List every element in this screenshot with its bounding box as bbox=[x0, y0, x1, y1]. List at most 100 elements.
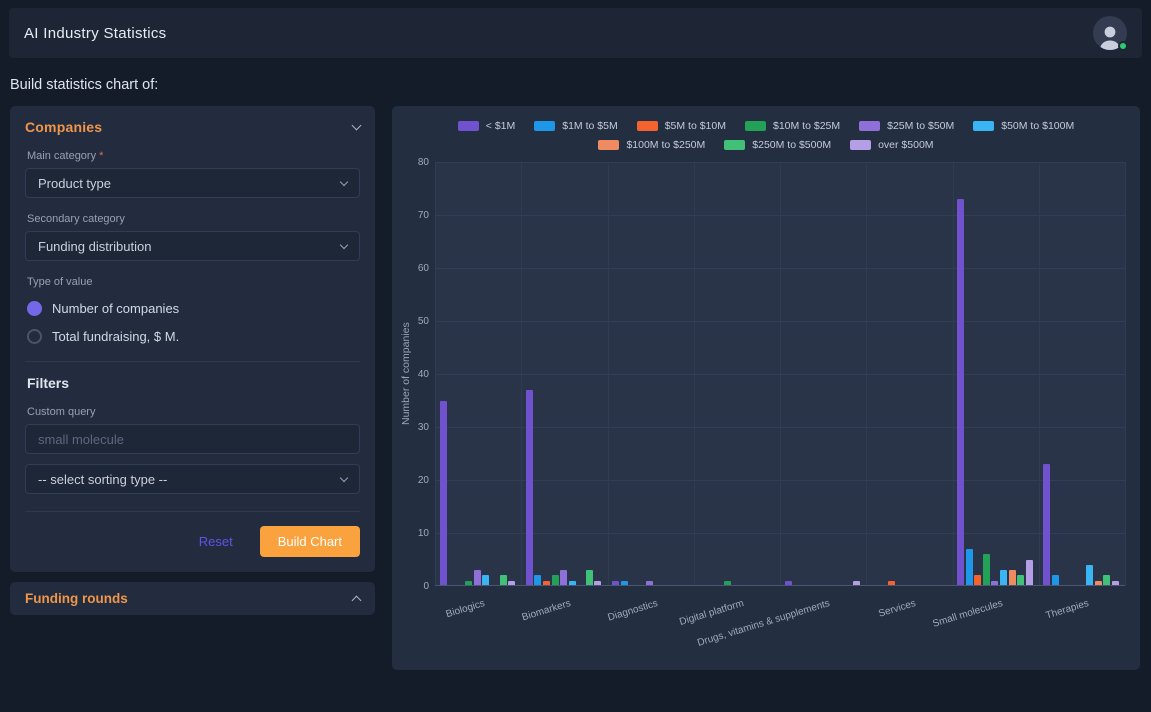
chart-bar[interactable] bbox=[465, 580, 473, 586]
legend-item[interactable]: $250M to $500M bbox=[724, 139, 831, 151]
legend-item[interactable]: $5M to $10M bbox=[636, 120, 726, 132]
chart-bar[interactable] bbox=[982, 554, 990, 586]
chart-bar[interactable] bbox=[594, 580, 602, 586]
legend-label: $250M to $500M bbox=[752, 139, 832, 151]
legend-item[interactable]: $1M to $5M bbox=[534, 120, 618, 132]
custom-query-label: Custom query bbox=[27, 406, 96, 418]
page-subtitle: Build statistics chart of: bbox=[10, 77, 159, 93]
app-header: AI Industry Statistics bbox=[9, 8, 1142, 58]
gridline bbox=[1038, 162, 1040, 586]
companies-panel-header[interactable]: Companies bbox=[25, 119, 362, 135]
funding-rounds-title: Funding rounds bbox=[25, 591, 128, 606]
legend-item[interactable]: $25M to $50M bbox=[859, 120, 954, 132]
gridline bbox=[693, 162, 695, 586]
y-tick-label: 50 bbox=[417, 316, 429, 327]
chart-bar[interactable] bbox=[551, 575, 559, 586]
radio-total-fundraising[interactable]: Total fundraising, $ M. bbox=[27, 329, 358, 344]
radio-label: Total fundraising, $ M. bbox=[52, 329, 180, 344]
chart-bar[interactable] bbox=[1017, 575, 1025, 586]
chart-bar[interactable] bbox=[499, 575, 507, 586]
secondary-category-label: Secondary category bbox=[27, 213, 125, 225]
legend-label: $25M to $50M bbox=[887, 120, 955, 132]
legend-item[interactable]: $100M to $250M bbox=[598, 139, 705, 151]
chart-bar[interactable] bbox=[646, 580, 654, 586]
chart-bar[interactable] bbox=[439, 400, 447, 586]
chart-bar[interactable] bbox=[585, 570, 593, 586]
secondary-category-select[interactable]: Funding distribution bbox=[25, 231, 360, 261]
required-asterisk: * bbox=[99, 150, 104, 162]
divider bbox=[25, 511, 360, 512]
chart-bar[interactable] bbox=[473, 570, 481, 586]
legend-swatch-icon bbox=[745, 121, 766, 131]
chart-bar[interactable] bbox=[560, 570, 568, 586]
chart-bar[interactable] bbox=[957, 199, 964, 586]
legend-label: over $500M bbox=[878, 139, 934, 151]
build-chart-button[interactable]: Build Chart bbox=[259, 526, 360, 557]
chart-bar[interactable] bbox=[1008, 570, 1016, 586]
y-tick-label: 70 bbox=[417, 210, 429, 221]
reset-button[interactable]: Reset bbox=[198, 534, 233, 549]
chart-bar[interactable] bbox=[482, 575, 490, 586]
y-tick-label: 80 bbox=[417, 157, 429, 168]
sorting-type-select[interactable]: -- select sorting type -- bbox=[25, 464, 360, 494]
chart-bar[interactable] bbox=[965, 548, 973, 586]
chart-panel: < $1M $1M to $5M $5M to $10M $10M to $25M $2… bbox=[392, 106, 1140, 670]
legend-item[interactable]: < $1M bbox=[457, 120, 516, 132]
chart-bar[interactable] bbox=[620, 580, 628, 586]
legend-swatch-icon bbox=[850, 140, 872, 150]
chevron-down-icon bbox=[351, 120, 362, 131]
chart-bar[interactable] bbox=[1103, 575, 1111, 586]
radio-selected-icon bbox=[27, 301, 42, 316]
main-category-select[interactable]: Product type bbox=[25, 168, 360, 198]
chart-bar[interactable] bbox=[508, 580, 516, 586]
legend-label: $10M to $25M bbox=[773, 120, 841, 132]
chart-bar[interactable] bbox=[534, 575, 542, 586]
user-avatar[interactable] bbox=[1093, 16, 1128, 51]
chart-bar[interactable] bbox=[542, 580, 550, 586]
chart-bar[interactable] bbox=[1086, 564, 1094, 586]
chart-bar[interactable] bbox=[612, 580, 619, 586]
chart-bar[interactable] bbox=[853, 580, 861, 586]
chart-bar[interactable] bbox=[1025, 559, 1033, 586]
chart-bar[interactable] bbox=[1094, 580, 1102, 586]
legend-label: $50M to $100M bbox=[1001, 120, 1075, 132]
chart-bar[interactable] bbox=[887, 580, 895, 586]
chart-bar[interactable] bbox=[1043, 464, 1051, 586]
chart-bar[interactable] bbox=[525, 389, 533, 586]
chart-bar[interactable] bbox=[991, 580, 999, 586]
legend-label: $1M to $5M bbox=[562, 120, 618, 132]
legend-item[interactable]: $50M to $100M bbox=[973, 120, 1074, 132]
legend-swatch-icon bbox=[636, 121, 658, 131]
legend-swatch-icon bbox=[859, 121, 881, 131]
y-tick-label: 10 bbox=[417, 528, 429, 539]
y-tick-label: 60 bbox=[417, 263, 429, 274]
chart-bar[interactable] bbox=[1051, 575, 1059, 586]
funding-rounds-panel[interactable]: Funding rounds bbox=[10, 582, 375, 615]
gridline bbox=[434, 162, 436, 586]
legend-swatch-icon bbox=[534, 121, 556, 131]
x-axis-line bbox=[435, 585, 1125, 586]
sorting-type-value: -- select sorting type -- bbox=[38, 471, 168, 487]
chart-bar[interactable] bbox=[974, 575, 982, 586]
chart-bar[interactable] bbox=[568, 580, 576, 586]
secondary-category-value: Funding distribution bbox=[38, 238, 152, 254]
main-category-value: Product type bbox=[38, 175, 111, 191]
chart-bar[interactable] bbox=[724, 580, 731, 586]
legend-item[interactable]: $10M to $25M bbox=[745, 120, 840, 132]
chart-bar[interactable] bbox=[1111, 580, 1119, 586]
gridline bbox=[779, 162, 781, 586]
radio-unselected-icon bbox=[27, 329, 42, 344]
page-title: AI Industry Statistics bbox=[24, 24, 167, 42]
legend-item[interactable]: over $500M bbox=[850, 139, 934, 151]
avatar-icon bbox=[1093, 16, 1127, 50]
custom-query-input[interactable] bbox=[25, 424, 360, 454]
divider bbox=[25, 361, 360, 362]
radio-number-of-companies[interactable]: Number of companies bbox=[27, 301, 358, 316]
gridline bbox=[607, 162, 609, 586]
gridline bbox=[1124, 162, 1126, 586]
legend-label: < $1M bbox=[485, 120, 516, 132]
filters-title: Filters bbox=[27, 375, 70, 391]
chart-bar[interactable] bbox=[999, 570, 1007, 586]
chart-bar[interactable] bbox=[784, 580, 792, 586]
type-of-value-label: Type of value bbox=[27, 276, 93, 288]
